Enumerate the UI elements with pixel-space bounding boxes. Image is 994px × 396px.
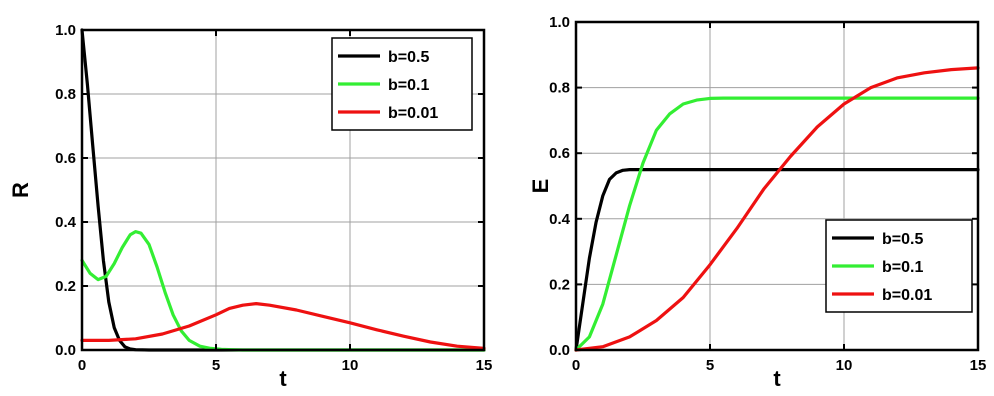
legend-label: b=0.01 bbox=[388, 105, 438, 122]
legend-label: b=0.1 bbox=[388, 77, 429, 94]
chart-2: 0 5 10 150.00.20.40.60.81.0tEb=0.5b=0.1b=0.… bbox=[528, 14, 986, 391]
y-tick-label: 0.0 bbox=[55, 342, 76, 359]
y-tick-label: 1.0 bbox=[55, 22, 76, 39]
x-tick-label: 15 bbox=[970, 357, 987, 374]
x-tick-label: 10 bbox=[342, 357, 359, 374]
y-tick-label: 0.6 bbox=[55, 150, 76, 167]
x-axis-label: t bbox=[279, 366, 287, 391]
x-tick-label: 5 bbox=[212, 357, 220, 374]
x-tick-label: 0 bbox=[572, 357, 580, 374]
x-tick-label: 5 bbox=[706, 357, 714, 374]
legend: b=0.5 b=0.1 b=0.01 bbox=[825, 219, 973, 313]
plot-frame bbox=[574, 20, 980, 352]
chart-1: 0 5 10 150.00.20.40.60.81.0tRb=0.5b=0.1b=0.… bbox=[8, 22, 492, 391]
legend-label: b=0.01 bbox=[882, 287, 932, 304]
plot-frame bbox=[80, 28, 486, 352]
x-tick-label: 0 bbox=[78, 357, 86, 374]
y-tick-label: 1.0 bbox=[549, 14, 570, 31]
y-axis-label: E bbox=[528, 179, 553, 194]
series-line-b=0.5 bbox=[574, 168, 980, 352]
legend: b=0.5 b=0.1 b=0.01 bbox=[331, 37, 473, 131]
series-line-b=0.1 bbox=[574, 96, 980, 352]
x-axis-label: t bbox=[773, 366, 781, 391]
x-tick-label: 10 bbox=[836, 357, 853, 374]
y-tick-label: 0.2 bbox=[549, 276, 570, 293]
legend-label: b=0.5 bbox=[882, 231, 923, 248]
series-line-b=0.01 bbox=[574, 66, 980, 352]
y-axis-label: R bbox=[8, 182, 33, 198]
y-tick-label: 0.2 bbox=[55, 278, 76, 295]
series-line-b=0.1 bbox=[80, 230, 486, 352]
y-tick-label: 0.4 bbox=[549, 211, 571, 228]
y-tick-label: 0.0 bbox=[549, 342, 570, 359]
y-tick-label: 0.8 bbox=[549, 80, 570, 97]
x-tick-label: 15 bbox=[476, 357, 493, 374]
y-tick-label: 0.4 bbox=[55, 214, 77, 231]
y-tick-label: 0.8 bbox=[55, 86, 76, 103]
legend-label: b=0.1 bbox=[882, 259, 923, 276]
legend-label: b=0.5 bbox=[388, 49, 429, 66]
y-tick-label: 0.6 bbox=[549, 145, 570, 162]
series-line-b=0.01 bbox=[80, 302, 486, 350]
